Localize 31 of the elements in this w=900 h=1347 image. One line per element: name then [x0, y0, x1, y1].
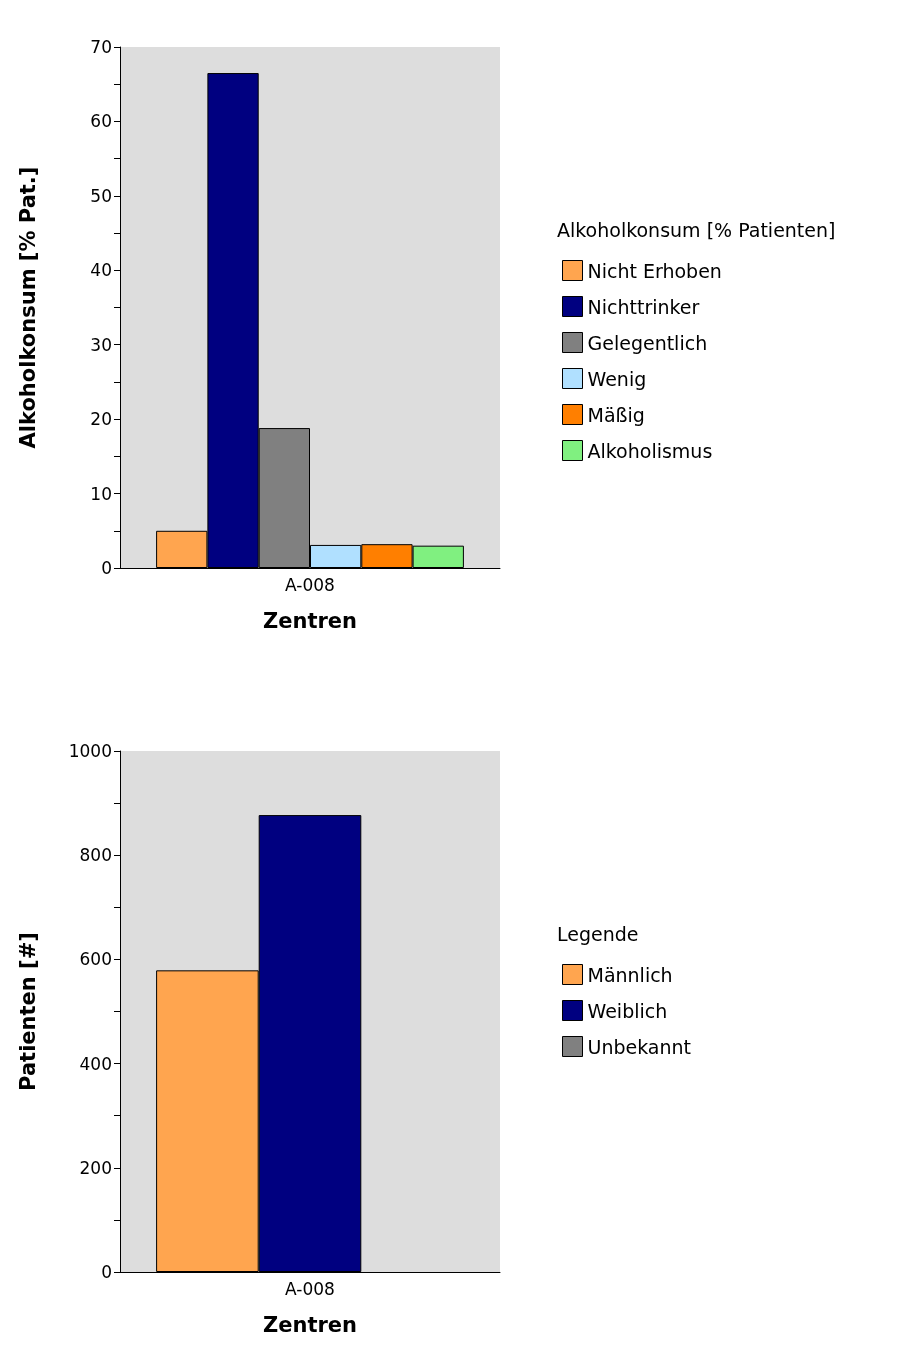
y-tick-label: 1000	[68, 741, 112, 761]
legend-label: Gelegentlich	[587, 331, 708, 354]
legend-title: Legende	[557, 922, 639, 945]
legend-label: Unbekannt	[587, 1035, 692, 1058]
legend-title: Alkoholkonsum [% Patienten]	[557, 218, 836, 241]
y-tick-label: 10	[90, 483, 112, 504]
y-tick-label: 40	[90, 260, 112, 281]
legend-label: Nichttrinker	[587, 295, 700, 318]
y-tick-label: 0	[101, 558, 112, 578]
y-tick-label: 0	[101, 1262, 112, 1282]
legend-label: Alkoholismus	[587, 439, 713, 462]
x-tick-label: A-008	[285, 1278, 335, 1299]
legend-label: Männlich	[587, 963, 673, 986]
y-axis-title: Patienten [#]	[15, 932, 40, 1091]
x-axis-title: Zentren	[262, 1312, 358, 1337]
x-tick-label: A-008	[285, 574, 335, 595]
y-tick-label: 60	[90, 111, 112, 132]
legend-label: Weiblich	[587, 999, 668, 1022]
y-tick-label: 70	[90, 37, 112, 57]
x-axis-title: Zentren	[262, 608, 358, 633]
y-tick-label: 600	[79, 949, 112, 970]
y-tick-label: 800	[79, 845, 112, 866]
y-tick-label: 30	[90, 334, 112, 355]
y-tick-label: 200	[79, 1157, 112, 1178]
y-tick-label: 400	[79, 1053, 112, 1074]
legend-label: Nicht Erhoben	[587, 259, 722, 282]
y-tick-label: 20	[90, 409, 112, 430]
legend-label: Mäßig	[587, 403, 645, 426]
legend-label: Wenig	[587, 367, 647, 390]
y-tick-label: 50	[90, 185, 112, 206]
y-axis-title: Alkoholkonsum [% Pat.]	[15, 166, 40, 449]
